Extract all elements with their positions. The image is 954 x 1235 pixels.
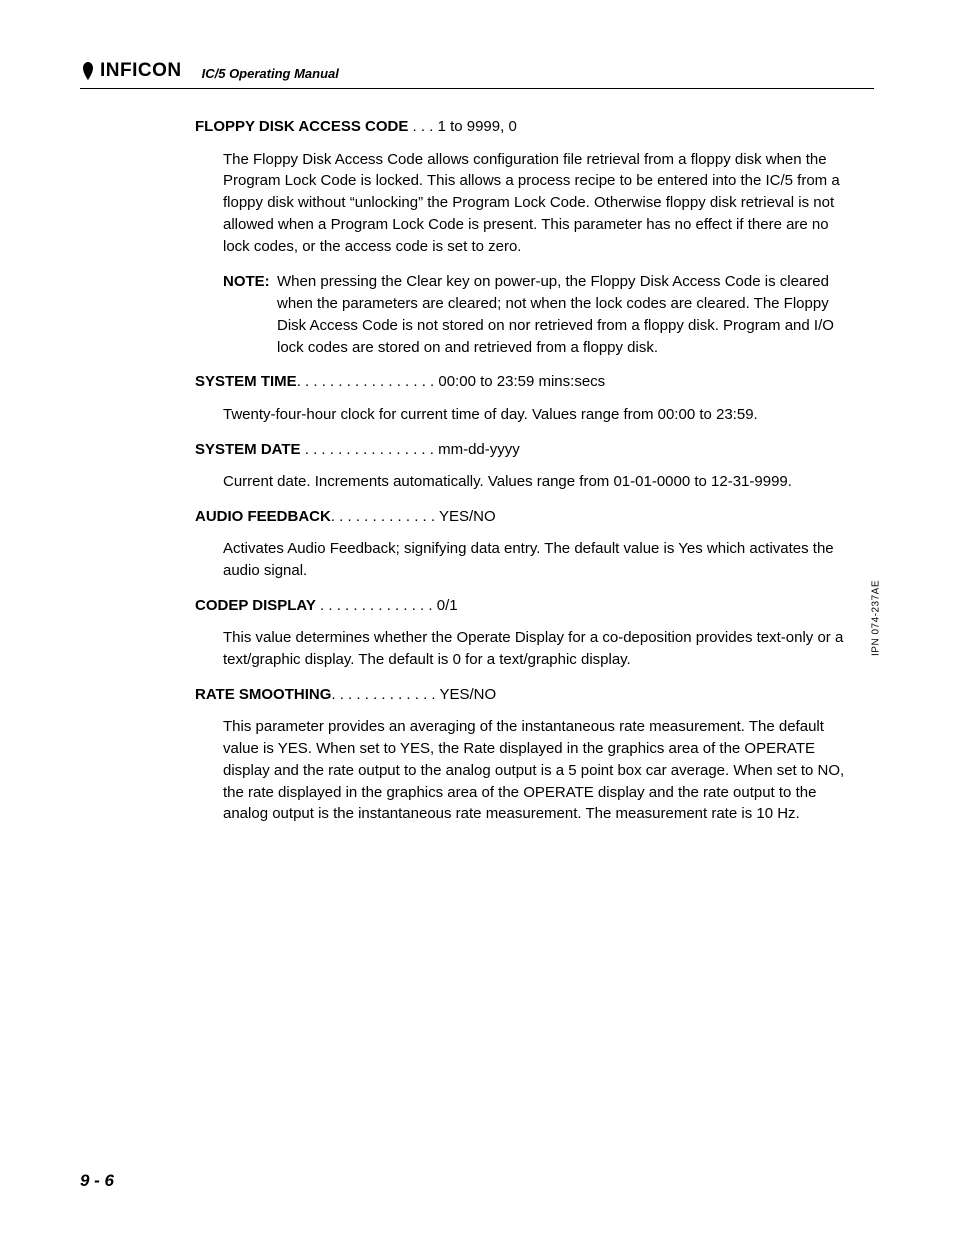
param-audio-desc: Activates Audio Feedback; signifying dat… xyxy=(195,538,859,582)
param-codep-header: CODEP DISPLAY . . . . . . . . . . . . . … xyxy=(195,596,859,616)
company-name: INFICON xyxy=(100,60,182,82)
param-rate-dots: . . . . . . . . . . . . . xyxy=(331,686,439,703)
company-logo: INFICON xyxy=(80,60,182,82)
param-audio-name: AUDIO FEEDBACK xyxy=(195,508,331,525)
param-rate-header: RATE SMOOTHING. . . . . . . . . . . . . … xyxy=(195,685,859,705)
inficon-logo-icon xyxy=(80,61,96,81)
param-floppy-name: FLOPPY DISK ACCESS CODE xyxy=(195,118,408,135)
ipn-code: IPN 074-237AE xyxy=(871,580,882,656)
param-codep-name: CODEP DISPLAY xyxy=(195,597,316,614)
param-system-date-header: SYSTEM DATE . . . . . . . . . . . . . . … xyxy=(195,440,859,460)
param-codep-desc: This value determines whether the Operat… xyxy=(195,627,859,671)
param-audio-dots: . . . . . . . . . . . . . xyxy=(331,508,439,525)
param-floppy-note: NOTE:When pressing the Clear key on powe… xyxy=(195,271,859,358)
param-system-date-range: mm-dd-yyyy xyxy=(438,441,520,458)
param-rate-desc: This parameter provides an averaging of … xyxy=(195,716,859,825)
param-floppy-header: FLOPPY DISK ACCESS CODE . . . 1 to 9999,… xyxy=(195,117,859,137)
document-title: IC/5 Operating Manual xyxy=(202,66,339,81)
param-system-date-name: SYSTEM DATE xyxy=(195,441,301,458)
param-system-time-name: SYSTEM TIME xyxy=(195,373,297,390)
param-audio-header: AUDIO FEEDBACK. . . . . . . . . . . . . … xyxy=(195,507,859,527)
note-content: When pressing the Clear key on power-up,… xyxy=(277,271,853,358)
param-system-time-desc: Twenty-four-hour clock for current time … xyxy=(195,404,859,426)
param-rate-name: RATE SMOOTHING xyxy=(195,686,331,703)
param-codep-dots: . . . . . . . . . . . . . . xyxy=(316,597,437,614)
param-system-time-dots: . . . . . . . . . . . . . . . . . xyxy=(297,373,439,390)
page-number: 9 - 6 xyxy=(80,1171,114,1191)
param-audio-range: YES/NO xyxy=(439,508,496,525)
param-system-time-range: 00:00 to 23:59 mins:secs xyxy=(438,373,605,390)
page-header: INFICON IC/5 Operating Manual xyxy=(80,60,874,89)
param-system-time-header: SYSTEM TIME. . . . . . . . . . . . . . .… xyxy=(195,372,859,392)
param-floppy-dots: . . . xyxy=(408,118,437,135)
param-floppy-desc: The Floppy Disk Access Code allows confi… xyxy=(195,149,859,258)
param-system-date-dots: . . . . . . . . . . . . . . . . xyxy=(301,441,439,458)
param-system-date-desc: Current date. Increments automatically. … xyxy=(195,471,859,493)
note-label: NOTE: xyxy=(223,271,277,293)
param-floppy-range: 1 to 9999, 0 xyxy=(438,118,517,135)
param-codep-range: 0/1 xyxy=(437,597,458,614)
param-rate-range: YES/NO xyxy=(439,686,496,703)
page-content: FLOPPY DISK ACCESS CODE . . . 1 to 9999,… xyxy=(80,117,874,825)
